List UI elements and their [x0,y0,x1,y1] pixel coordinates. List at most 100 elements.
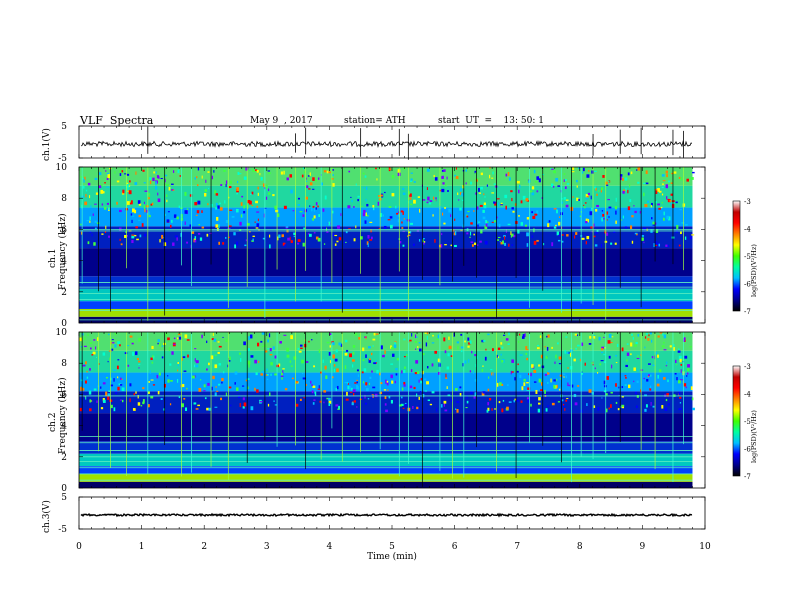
spectrogram-cell [138,214,142,218]
spectrogram-cell [82,364,86,367]
spectrogram-cell [415,348,417,350]
spectrogram-cell [586,174,590,178]
spectrogram-cell [675,364,678,366]
spectrogram-cell [537,408,541,413]
spectrogram-cell [214,190,217,195]
spectrogram-cell [676,377,678,381]
spectrogram-cell [158,372,161,376]
spectrogram-cell [387,389,389,391]
spectrogram-cell [661,345,665,348]
spectrogram-cell [474,170,477,174]
spectrogram-cell [376,369,379,374]
spectrogram-cell [155,181,157,186]
spectrogram-cell [359,334,361,338]
spectrogram-cell [683,337,686,340]
spectrogram-cell [431,363,434,367]
spectrogram-cell [274,404,278,406]
spectrogram-cell [553,226,557,229]
spectrogram-cell [459,393,462,397]
spectrogram-cell [504,235,506,240]
spectrogram-cell [410,222,413,225]
spectrogram-cell [150,379,154,381]
spectrogram-cell [444,409,448,412]
spectrogram-cell [538,397,541,401]
spectrogram-cell [531,186,535,190]
spectrogram-cell [558,216,561,218]
spectrogram-cell [479,204,483,207]
spectrogram-cell [455,408,457,410]
spectrogram-cell [373,207,375,211]
spectrogram-cell [186,339,190,341]
spectrogram-cell [270,373,272,376]
spectrogram-cell [274,205,277,210]
spectrogram-cell [280,372,283,376]
spectrogram-cell [270,362,273,366]
spectrogram-cell [386,382,389,386]
spectrogram-cell [593,235,596,238]
spectrogram-cell [644,204,648,208]
spectrogram-cell [347,205,351,209]
y-tick-label: 8 [61,359,67,369]
spectrogram-cell [644,346,646,349]
spectrogram-cell [615,197,617,202]
spectrogram-cell [348,170,351,173]
spectrogram-cell [144,208,146,213]
spectrogram-cell [133,393,136,396]
colorbar-tick-label: -4 [744,226,751,234]
spectrogram-cell [480,172,483,176]
spectrogram-cell [185,407,188,411]
spectrogram-cell [662,217,665,221]
spectrogram-cell [310,380,312,384]
spectrogram-cell [634,391,637,395]
spectrogram-cell [690,177,694,180]
spectrogram-cell [362,212,366,217]
spectrogram-cell [565,204,569,208]
spectrogram-cell [555,224,557,227]
spectrogram-cell [541,197,544,199]
spectrogram-cell [206,233,209,237]
spectrogram-cell [328,397,331,401]
spectrogram-cell [101,191,105,194]
spectrogram-cell [458,199,460,201]
spectrogram-cell [449,409,451,413]
spectrogram-cell [157,192,159,196]
spectrogram-cell [673,347,675,351]
spectrogram-cell [415,334,417,339]
spectrogram-cell [410,203,413,206]
spectrogram-cell [311,208,313,212]
spectrogram-cell [507,223,511,226]
spectrogram-cell [121,387,125,392]
spectrogram-cell [690,386,693,390]
spectrogram-cell [210,355,214,360]
spectrogram-cell [187,354,189,358]
spectrogram-cell [441,212,444,216]
spectrogram-cell [403,370,406,374]
spectrogram-cell [305,177,307,180]
spectrogram-cell [143,201,145,204]
spectrogram-cell [326,170,329,174]
spectrogram-cell [326,231,329,233]
spectrogram-cell [563,173,566,175]
spectrogram-cell [543,242,545,246]
spectrogram-cell [466,215,469,218]
spectrogram-cell [186,208,189,210]
spectrogram-cell [447,190,449,192]
spectrogram-cell [147,211,150,216]
spectrogram-cell [184,334,188,339]
spectrogram-cell [659,369,662,373]
spectrogram-cell [657,242,660,247]
spectrogram-cell [560,198,564,200]
spectrogram-cell [465,169,467,172]
spectrogram-cell [106,202,110,205]
spectrogram-cell [586,235,590,240]
spectrogram-cell [533,369,537,373]
spectrogram-cell [402,187,405,190]
spectrogram-cell [158,343,161,347]
spectrogram-cell [683,383,687,387]
spectrogram-cell [512,210,515,213]
spectrogram-cell [290,365,293,367]
spectrogram-cell [254,387,256,391]
spectrogram-cell [105,225,107,230]
spectrogram-cell [134,209,137,214]
spectrogram-cell [369,358,371,361]
